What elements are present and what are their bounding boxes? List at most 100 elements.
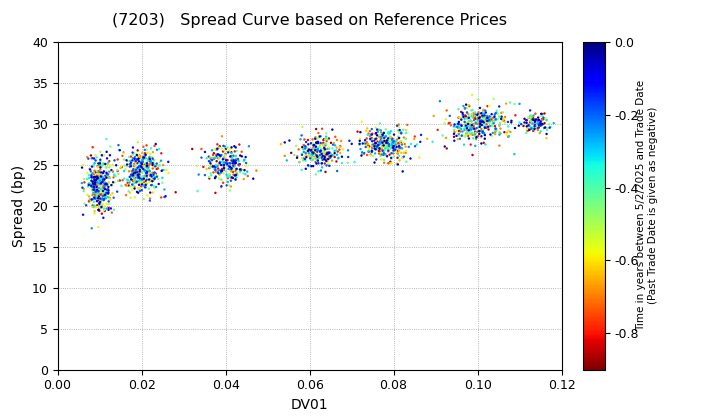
Point bbox=[96, 191, 107, 197]
Point bbox=[464, 102, 475, 109]
Point bbox=[127, 151, 139, 158]
Point bbox=[229, 162, 240, 168]
Point bbox=[393, 129, 405, 136]
Point bbox=[207, 147, 218, 154]
Point bbox=[459, 127, 470, 134]
Point bbox=[395, 130, 406, 136]
Point bbox=[323, 150, 335, 156]
Point bbox=[304, 148, 315, 155]
Point bbox=[130, 157, 142, 163]
Point bbox=[127, 149, 138, 156]
Point bbox=[460, 101, 472, 108]
Point bbox=[133, 158, 145, 165]
Point bbox=[94, 177, 106, 184]
Point bbox=[523, 122, 534, 129]
Point bbox=[230, 159, 241, 166]
Point bbox=[539, 120, 550, 126]
Point bbox=[127, 167, 139, 174]
Point bbox=[212, 170, 224, 176]
Point bbox=[372, 142, 384, 149]
Point bbox=[519, 116, 531, 122]
Point bbox=[218, 159, 230, 166]
Point bbox=[133, 165, 145, 172]
Point bbox=[472, 115, 484, 122]
Point bbox=[103, 207, 114, 213]
Point bbox=[235, 168, 246, 175]
Point bbox=[90, 188, 102, 195]
Point bbox=[521, 117, 532, 123]
Point bbox=[218, 160, 230, 166]
Point bbox=[228, 171, 239, 178]
Point bbox=[323, 135, 335, 142]
Point bbox=[480, 115, 491, 122]
Point bbox=[300, 145, 311, 152]
Point bbox=[466, 107, 477, 114]
Point bbox=[479, 123, 490, 129]
Point bbox=[97, 162, 109, 169]
Point bbox=[521, 121, 533, 127]
Point bbox=[306, 154, 318, 160]
Point bbox=[375, 136, 387, 142]
Point bbox=[127, 181, 138, 188]
Point bbox=[134, 173, 145, 180]
Point bbox=[122, 179, 133, 186]
Point bbox=[382, 147, 394, 154]
Point bbox=[536, 116, 548, 123]
Point bbox=[354, 140, 365, 147]
Point bbox=[150, 171, 161, 177]
Point bbox=[210, 169, 222, 176]
Point bbox=[214, 159, 225, 165]
Point bbox=[122, 158, 133, 165]
Point bbox=[372, 138, 383, 145]
Point bbox=[334, 143, 346, 150]
Point bbox=[127, 182, 139, 189]
Point bbox=[377, 152, 389, 158]
Point bbox=[91, 154, 102, 161]
Point bbox=[223, 160, 235, 166]
Point bbox=[103, 168, 114, 175]
Point bbox=[104, 152, 116, 159]
Point bbox=[144, 161, 156, 168]
Point bbox=[91, 193, 102, 199]
Point bbox=[91, 186, 102, 192]
Point bbox=[513, 119, 525, 126]
Point bbox=[302, 147, 314, 154]
Point bbox=[383, 142, 395, 149]
Point bbox=[474, 115, 485, 121]
Point bbox=[229, 159, 240, 165]
Point bbox=[478, 119, 490, 126]
Point bbox=[143, 168, 155, 175]
Point bbox=[528, 117, 539, 123]
Point bbox=[138, 143, 149, 150]
Point bbox=[325, 139, 337, 146]
Point bbox=[132, 171, 144, 178]
Point bbox=[314, 133, 325, 140]
Point bbox=[322, 152, 333, 158]
Point bbox=[96, 196, 107, 203]
Point bbox=[354, 135, 366, 142]
Point bbox=[225, 177, 237, 184]
Point bbox=[382, 142, 394, 149]
Point bbox=[94, 166, 106, 173]
Point bbox=[487, 123, 499, 129]
Point bbox=[318, 155, 330, 162]
Point bbox=[312, 158, 323, 165]
Point bbox=[532, 114, 544, 121]
Point bbox=[308, 146, 320, 152]
Point bbox=[231, 147, 243, 154]
Point bbox=[218, 163, 230, 170]
Point bbox=[99, 172, 111, 179]
Point bbox=[92, 178, 104, 184]
Point bbox=[483, 126, 495, 133]
Point bbox=[467, 130, 478, 136]
Point bbox=[321, 153, 333, 160]
Point bbox=[480, 109, 492, 116]
Point bbox=[523, 126, 534, 132]
Point bbox=[225, 166, 237, 173]
Point bbox=[318, 142, 329, 148]
Point bbox=[396, 141, 408, 148]
Point bbox=[86, 155, 98, 161]
Point bbox=[296, 132, 307, 139]
Point bbox=[94, 160, 106, 167]
Point bbox=[143, 164, 154, 171]
